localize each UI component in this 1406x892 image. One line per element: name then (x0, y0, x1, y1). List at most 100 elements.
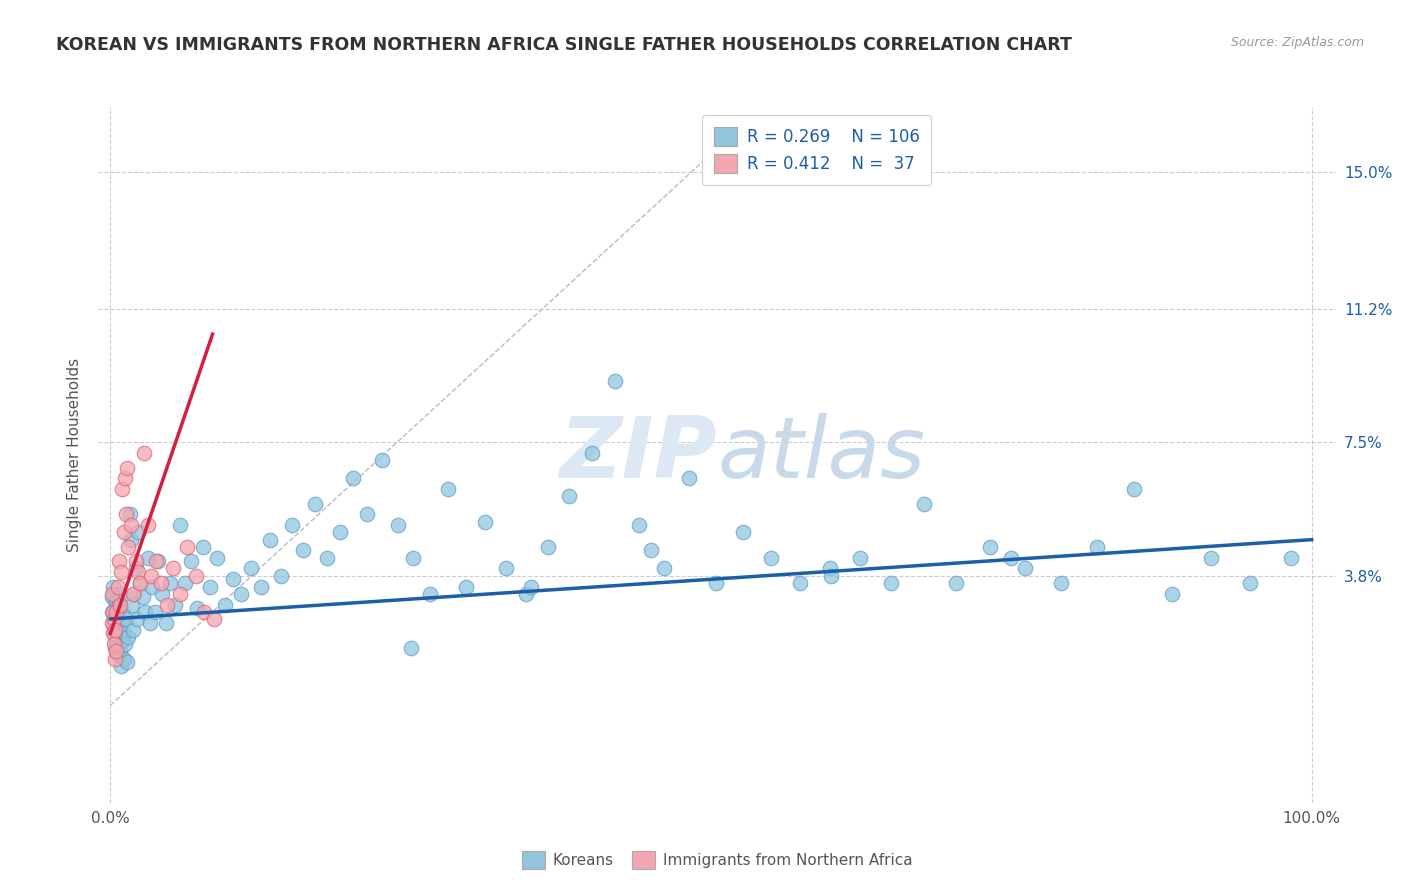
Point (191, 540, 214, 554)
Point (184, 568, 207, 582)
Point (112, 626, 135, 640)
Point (291, 543, 314, 558)
Point (880, 575, 903, 590)
Point (419, 587, 441, 601)
Point (100, 587, 122, 601)
Point (103, 612, 125, 626)
Point (104, 640, 127, 655)
Point (945, 575, 967, 590)
Point (249, 580, 271, 594)
Point (537, 540, 560, 554)
Point (640, 543, 662, 558)
Point (329, 525, 352, 540)
Point (100, 605, 122, 619)
Point (495, 561, 517, 575)
Point (105, 605, 128, 619)
Point (124, 554, 146, 568)
Point (104, 623, 127, 637)
Point (162, 561, 184, 575)
Point (121, 598, 143, 612)
Point (141, 580, 163, 594)
Point (193, 605, 215, 619)
Point (356, 508, 378, 522)
Point (520, 580, 543, 594)
Point (214, 598, 236, 612)
Point (112, 651, 135, 665)
Point (454, 580, 477, 594)
Point (120, 518, 142, 533)
Point (111, 605, 134, 619)
Point (108, 598, 131, 612)
Point (104, 651, 127, 665)
Point (101, 605, 124, 619)
Point (270, 568, 292, 582)
Point (169, 587, 191, 601)
Point (117, 630, 139, 644)
Point (342, 471, 364, 485)
Y-axis label: Single Father Households: Single Father Households (67, 358, 83, 552)
Point (132, 591, 155, 605)
Point (143, 605, 166, 619)
Point (107, 608, 129, 623)
Point (304, 497, 326, 511)
Point (678, 471, 700, 485)
Point (103, 637, 125, 651)
Point (101, 615, 124, 630)
Point (603, 374, 626, 388)
Point (759, 550, 782, 565)
Point (240, 561, 263, 575)
Point (281, 518, 304, 533)
Point (581, 446, 603, 460)
Point (107, 648, 129, 662)
Point (627, 518, 650, 533)
Point (103, 587, 125, 601)
Point (437, 482, 460, 496)
Point (134, 605, 156, 619)
Point (114, 471, 136, 485)
Point (155, 615, 177, 630)
Point (733, 525, 755, 540)
Point (136, 518, 159, 533)
Point (100, 615, 122, 630)
Point (169, 518, 191, 533)
Point (101, 626, 124, 640)
Point (108, 598, 131, 612)
Point (105, 644, 128, 658)
Point (789, 575, 811, 590)
Point (207, 550, 229, 565)
Point (1239, 575, 1261, 590)
Point (101, 580, 124, 594)
Point (180, 554, 202, 568)
Point (912, 497, 935, 511)
Point (108, 623, 131, 637)
Point (104, 601, 127, 615)
Text: Source: ZipAtlas.com: Source: ZipAtlas.com (1230, 36, 1364, 49)
Point (849, 550, 872, 565)
Point (222, 572, 245, 586)
Point (145, 554, 167, 568)
Point (108, 554, 131, 568)
Point (1049, 575, 1071, 590)
Point (474, 515, 496, 529)
Point (148, 554, 170, 568)
Point (105, 633, 128, 648)
Point (652, 561, 675, 575)
Point (139, 615, 162, 630)
Point (387, 518, 409, 533)
Point (132, 446, 155, 460)
Point (198, 580, 221, 594)
Point (1014, 561, 1036, 575)
Point (107, 580, 129, 594)
Point (120, 533, 142, 547)
Point (117, 460, 139, 475)
Point (125, 612, 148, 626)
Point (156, 598, 179, 612)
Point (129, 575, 152, 590)
Point (315, 550, 337, 565)
Point (231, 587, 253, 601)
Point (259, 533, 281, 547)
Point (110, 658, 132, 673)
Point (114, 637, 136, 651)
Point (112, 525, 135, 540)
Point (111, 482, 134, 496)
